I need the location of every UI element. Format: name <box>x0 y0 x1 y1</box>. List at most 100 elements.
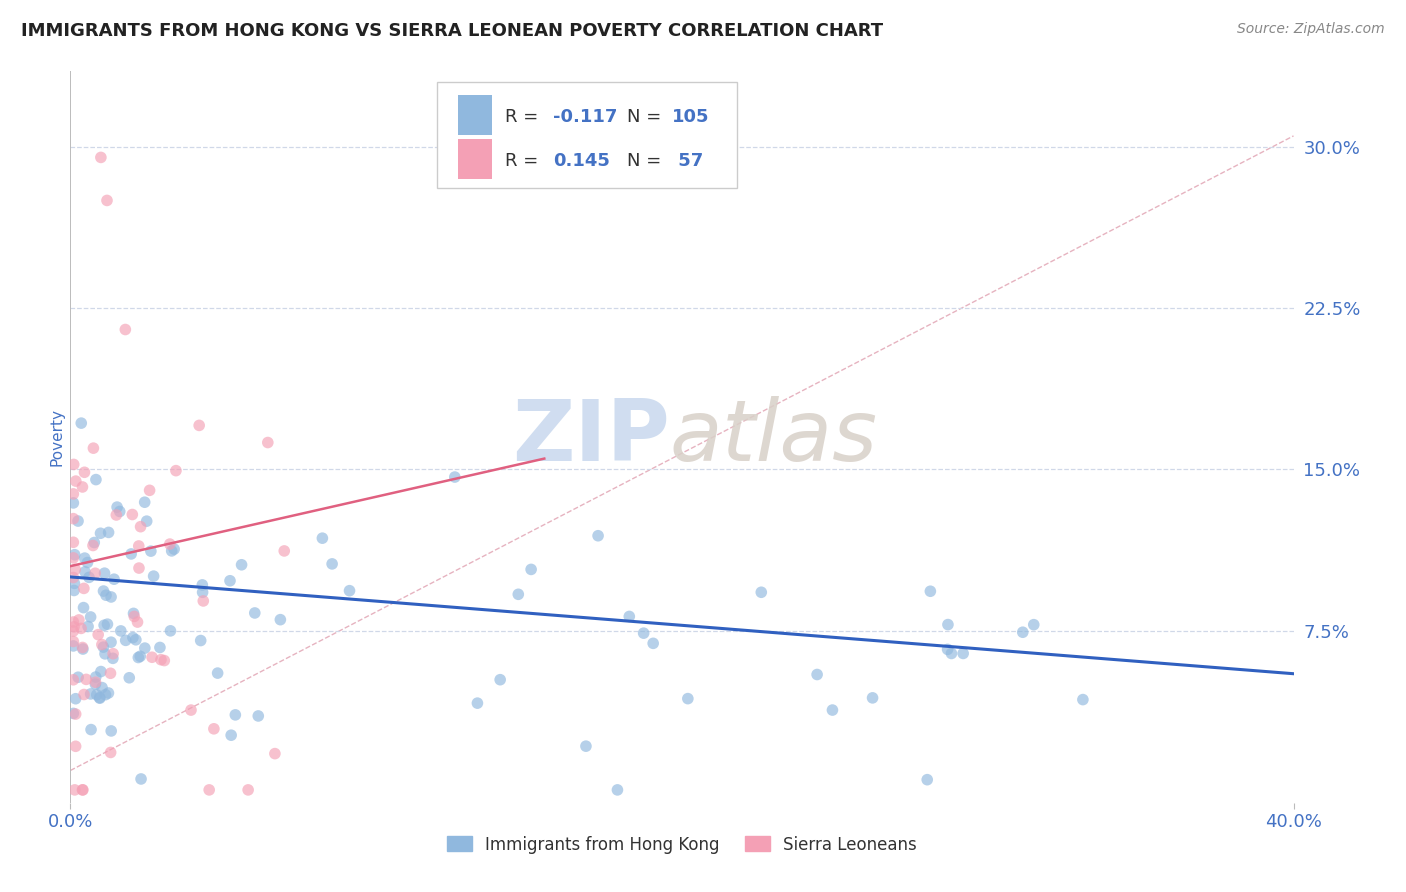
Point <box>219 728 242 742</box>
Point <box>79 610 101 624</box>
Point <box>84 677 107 691</box>
Point <box>269 613 291 627</box>
Point <box>160 544 183 558</box>
Text: N =: N = <box>627 108 666 126</box>
Point <box>63 583 86 598</box>
Point <box>862 690 884 705</box>
Point <box>159 537 181 551</box>
Point <box>202 722 225 736</box>
Point <box>90 638 112 652</box>
Point <box>676 691 699 706</box>
Point <box>100 746 122 760</box>
Point <box>84 473 107 487</box>
Point <box>311 531 333 545</box>
Y-axis label: Poverty: Poverty <box>49 408 65 467</box>
Point <box>915 772 938 787</box>
Legend: Immigrants from Hong Kong, Sierra Leoneans: Immigrants from Hong Kong, Sierra Leonea… <box>440 829 924 860</box>
Point <box>84 670 107 684</box>
Text: IMMIGRANTS FROM HONG KONG VS SIERRA LEONEAN POVERTY CORRELATION CHART: IMMIGRANTS FROM HONG KONG VS SIERRA LEON… <box>21 22 883 40</box>
Point <box>138 483 160 498</box>
Point <box>67 670 90 684</box>
Point <box>606 783 628 797</box>
Point <box>62 634 84 648</box>
Point <box>180 703 202 717</box>
Point <box>96 194 118 208</box>
Text: 105: 105 <box>672 108 710 126</box>
Point <box>110 624 132 638</box>
Text: 0.145: 0.145 <box>554 152 610 169</box>
Point <box>134 641 156 656</box>
Point <box>62 487 84 501</box>
Point <box>62 639 84 653</box>
Point <box>84 566 107 581</box>
Point <box>65 739 87 754</box>
Point <box>149 640 172 655</box>
Point <box>121 508 143 522</box>
Point <box>82 441 104 455</box>
Point <box>93 584 115 599</box>
Point <box>84 675 107 690</box>
Point <box>129 519 152 533</box>
Point <box>749 585 772 599</box>
Point <box>72 783 94 797</box>
Point <box>806 667 828 681</box>
Point <box>77 619 100 633</box>
Point <box>76 556 98 570</box>
Point <box>122 607 145 621</box>
Point <box>231 558 253 572</box>
Point <box>62 673 84 687</box>
Point <box>952 647 974 661</box>
Point <box>67 514 90 528</box>
Point <box>643 636 665 650</box>
Point <box>936 617 959 632</box>
Point <box>94 688 117 702</box>
Point <box>236 783 259 797</box>
Point <box>65 691 87 706</box>
Point <box>96 617 118 632</box>
Text: 57: 57 <box>672 152 703 169</box>
Point <box>575 739 598 754</box>
Point <box>129 772 152 786</box>
Point <box>72 783 94 797</box>
Point <box>489 673 512 687</box>
Point <box>128 561 150 575</box>
Point <box>65 474 87 488</box>
Point <box>63 548 86 562</box>
Point <box>1022 617 1045 632</box>
Point <box>89 690 111 705</box>
Point <box>87 627 110 641</box>
Point <box>93 618 115 632</box>
Point <box>821 703 844 717</box>
Point <box>127 615 149 629</box>
Point <box>198 783 221 797</box>
Point <box>920 584 942 599</box>
Point <box>219 574 242 588</box>
Point <box>159 624 181 638</box>
Point <box>93 640 115 654</box>
FancyBboxPatch shape <box>458 138 492 179</box>
Point <box>256 435 278 450</box>
Point <box>105 508 128 522</box>
Point <box>91 681 114 695</box>
Point <box>191 585 214 599</box>
Point <box>101 651 124 665</box>
Point <box>1071 692 1094 706</box>
Point <box>1011 625 1033 640</box>
Point <box>224 707 246 722</box>
Point <box>101 647 124 661</box>
Point <box>62 496 84 510</box>
Point <box>80 723 103 737</box>
Point <box>93 566 115 581</box>
Text: R =: R = <box>505 152 544 169</box>
Point <box>103 572 125 586</box>
Point <box>142 569 165 583</box>
Point <box>339 583 361 598</box>
Point <box>243 606 266 620</box>
Point <box>72 480 94 494</box>
Point <box>149 653 172 667</box>
Point <box>207 666 229 681</box>
Point <box>90 665 112 679</box>
Point <box>83 535 105 549</box>
Point <box>127 650 149 665</box>
Point <box>135 514 157 528</box>
